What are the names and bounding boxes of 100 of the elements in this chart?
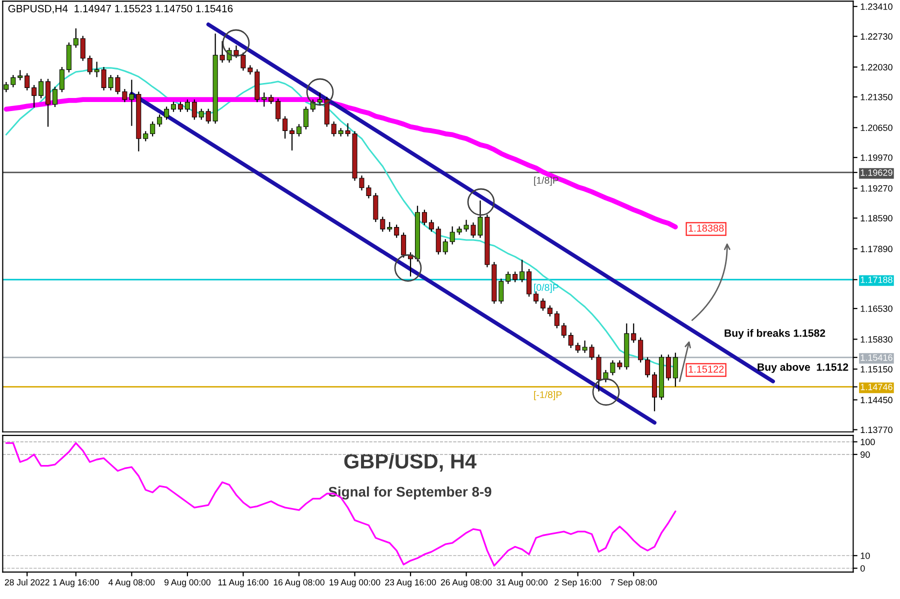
candlestick xyxy=(170,101,176,112)
candlestick xyxy=(645,356,650,378)
x-tick-label: 7 Sep 08:00 xyxy=(610,579,657,588)
x-tick-label: 9 Aug 00:00 xyxy=(164,579,210,588)
candlestick xyxy=(617,360,622,370)
candlestick xyxy=(262,92,267,108)
candlestick xyxy=(672,352,678,388)
candlestick xyxy=(164,106,170,120)
candlestick xyxy=(666,354,671,382)
annotation: GBPUSD,H4 1.14947 1.15523 1.14750 1.15416 xyxy=(8,4,233,14)
candlestick xyxy=(331,120,336,137)
candlestick xyxy=(450,226,455,245)
x-tick-label: 31 Aug 00:00 xyxy=(496,579,548,588)
y-tick-label: 1.15830 xyxy=(860,336,892,343)
y-tick-label: 1.23410 xyxy=(860,3,892,10)
y-tick-label: 1.19970 xyxy=(860,154,892,161)
y-tick-label: 1.19270 xyxy=(860,185,892,192)
y-tick-label: 10 xyxy=(860,552,870,559)
y-tick-label: 1.21350 xyxy=(860,94,892,100)
candlestick xyxy=(638,336,644,364)
ref-line-label: [0/8]P xyxy=(534,284,558,293)
annotation: Buy above 1.1512 xyxy=(758,363,848,373)
candlestick xyxy=(206,108,211,124)
x-tick-label: 16 Aug 08:00 xyxy=(274,579,324,588)
candlestick xyxy=(290,128,295,152)
y-tick-label: 1.17890 xyxy=(860,246,892,252)
candlestick xyxy=(652,372,658,412)
candlestick xyxy=(24,72,30,91)
candlestick xyxy=(631,322,636,344)
candlestick xyxy=(192,98,197,120)
y-tick-label: 90 xyxy=(860,451,870,458)
candlestick xyxy=(282,116,288,140)
candlestick xyxy=(52,86,58,108)
x-tick-label: 23 Aug 16:00 xyxy=(385,579,436,588)
candlestick xyxy=(428,219,434,232)
candlestick xyxy=(296,124,302,137)
y-tick-label: 1.13770 xyxy=(860,426,892,434)
y-tick-label: 1.19629 xyxy=(860,169,892,176)
candlestick xyxy=(268,94,274,104)
candlestick xyxy=(178,101,183,112)
y-tick-label: 1.18590 xyxy=(860,215,892,222)
candlestick xyxy=(198,108,204,120)
annotation: 1.15122 xyxy=(688,366,724,373)
y-tick-label: 1.14450 xyxy=(860,396,892,404)
y-tick-label: 1.22030 xyxy=(860,64,892,70)
candlestick xyxy=(46,78,51,128)
candlestick xyxy=(422,209,427,226)
x-tick-label: 1 Aug 16:00 xyxy=(53,579,99,588)
candlestick xyxy=(387,221,392,232)
y-tick-label: 1.15150 xyxy=(860,366,892,372)
candlestick xyxy=(184,98,190,112)
candlestick xyxy=(561,322,566,338)
y-tick-label: 0 xyxy=(860,565,865,572)
annotation: Buy if breaks 1.1582 xyxy=(724,329,826,339)
x-tick-label: 4 Aug 08:00 xyxy=(108,579,155,588)
candlestick xyxy=(380,216,386,232)
candlestick xyxy=(303,106,308,130)
candlestick xyxy=(157,114,162,128)
candlestick xyxy=(143,130,148,142)
ref-line-label: [-1/8]P xyxy=(534,391,562,400)
candlestick xyxy=(150,120,156,137)
candlestick xyxy=(276,98,281,122)
candlestick xyxy=(73,28,78,48)
candlestick xyxy=(394,224,400,238)
line-series xyxy=(5,442,676,567)
candlestick xyxy=(401,232,406,258)
y-tick-label: 1.17188 xyxy=(860,276,892,283)
candlestick xyxy=(554,310,560,329)
y-tick-label: 1.22730 xyxy=(860,33,892,40)
candlestick xyxy=(512,271,518,283)
candlestick xyxy=(18,70,23,81)
candlestick xyxy=(32,84,37,108)
x-tick-label: 11 Aug 16:00 xyxy=(218,579,268,588)
candlestick xyxy=(373,192,378,223)
y-tick-label: 1.20650 xyxy=(860,124,892,131)
y-tick-label: 1.15416 xyxy=(860,354,892,361)
candlestick xyxy=(568,332,574,349)
candlestick xyxy=(436,226,441,256)
x-tick-label: 19 Aug 00:00 xyxy=(330,579,380,588)
candlestick xyxy=(442,238,448,256)
candlestick xyxy=(38,78,44,99)
x-tick-label: 28 Jul 2022 xyxy=(4,578,50,586)
y-tick-label: 100 xyxy=(860,438,875,446)
candlestick xyxy=(506,271,511,284)
y-tick-label: 1.16530 xyxy=(860,305,892,312)
candlestick xyxy=(526,268,532,298)
annotation: GBP/USD, H4 xyxy=(344,453,476,472)
candlestick xyxy=(498,278,504,304)
x-tick-label: 26 Aug 08:00 xyxy=(440,579,492,588)
candlestick xyxy=(520,259,525,283)
annotation: Signal for September 8-9 xyxy=(328,486,492,500)
candlestick xyxy=(317,92,322,106)
candlestick xyxy=(80,35,86,62)
annotation: 1.18388 xyxy=(688,224,724,232)
candlestick xyxy=(10,74,16,88)
ref-line-label: [1/8]P xyxy=(534,176,558,186)
candlestick xyxy=(540,298,546,312)
candlestick xyxy=(59,66,64,93)
candlestick xyxy=(87,55,92,76)
y-tick-label: 1.14746 xyxy=(860,384,892,390)
